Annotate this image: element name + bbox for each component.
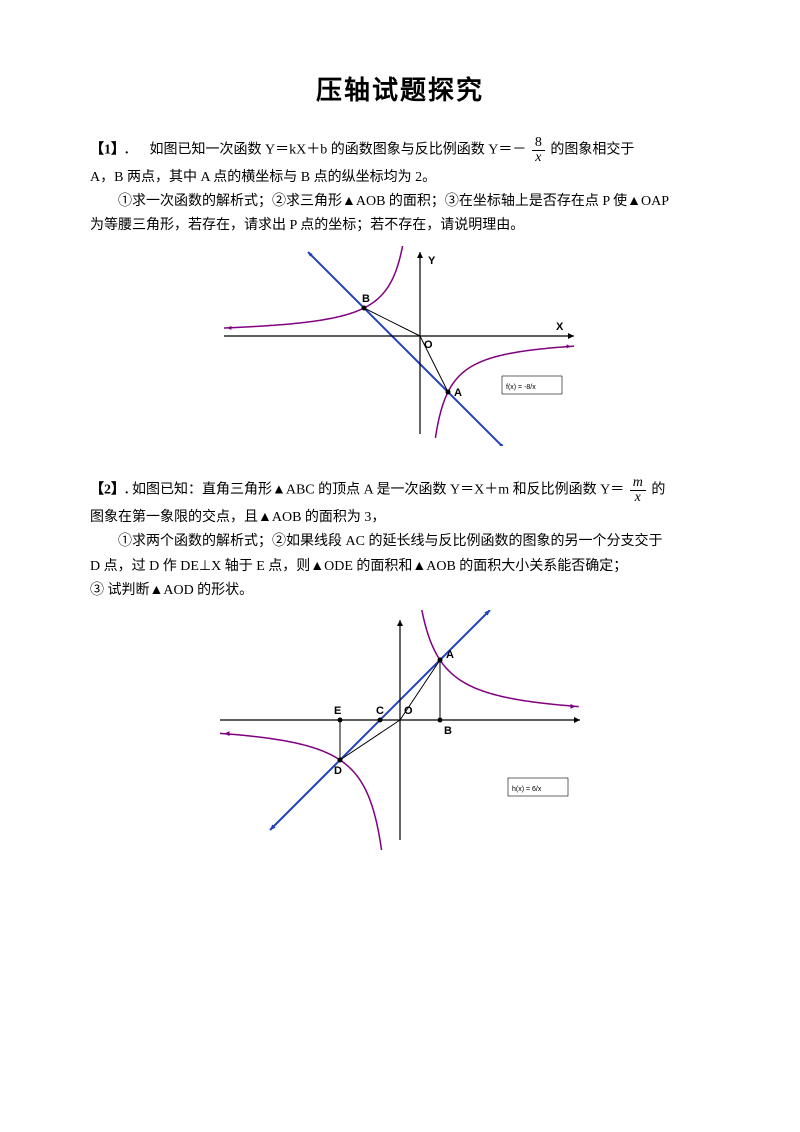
p2-frac-num: m bbox=[630, 476, 646, 491]
svg-text:D: D bbox=[334, 765, 342, 777]
p1-line1b: 的图象相交于 bbox=[550, 142, 634, 157]
svg-text:O: O bbox=[424, 339, 433, 351]
page: 压轴试题探究 【1】. 如图已知一次函数 Y＝kX＋b 的函数图象与反比例函数 … bbox=[0, 0, 800, 1132]
p1-line3: ①求一次函数的解析式；②求三角形▲AOB 的面积；③在坐标轴上是否存在点 P 使… bbox=[90, 191, 710, 213]
p2-line3: ①求两个函数的解析式；②如果线段 AC 的延长线与反比例函数的图象的另一个分支交… bbox=[90, 531, 710, 553]
svg-text:E: E bbox=[334, 705, 341, 717]
svg-text:X: X bbox=[556, 321, 564, 333]
p1-line1a: 如图已知一次函数 Y＝kX＋b 的函数图象与反比例函数 Y＝－ bbox=[150, 142, 527, 157]
chart2-wrap: A B C D E Oh(x) = 6/x bbox=[90, 610, 710, 850]
p1-line4: 为等腰三角形，若存在，请求出 P 点的坐标；若不存在，请说明理由。 bbox=[90, 215, 710, 237]
chart1: A B O X Yf(x) = -8/x bbox=[210, 246, 590, 446]
chart1-wrap: A B O X Yf(x) = -8/x bbox=[90, 246, 710, 446]
p2-frac-den: x bbox=[630, 491, 646, 505]
p2-line5: ③ 试判断▲AOD 的形状。 bbox=[90, 580, 710, 602]
p1-tag: 【1】. bbox=[90, 142, 129, 157]
svg-text:A: A bbox=[446, 649, 454, 661]
page-title: 压轴试题探究 bbox=[90, 70, 710, 112]
p2-tag: 【2】. bbox=[90, 482, 129, 497]
p2-line1a: 如图已知：直角三角形▲ABC 的顶点 A 是一次函数 Y＝X＋m 和反比例函数 … bbox=[132, 482, 624, 497]
svg-text:f(x) = -8/x: f(x) = -8/x bbox=[506, 384, 536, 391]
p2-line1b: 的 bbox=[651, 482, 665, 497]
svg-text:C: C bbox=[376, 705, 384, 717]
p2-line4: D 点，过 D 作 DE⊥X 轴于 E 点，则▲ODE 的面积和▲AOB 的面积… bbox=[90, 556, 710, 578]
svg-text:h(x) = 6/x: h(x) = 6/x bbox=[512, 786, 542, 793]
p2-frac: m x bbox=[630, 476, 646, 505]
svg-text:B: B bbox=[444, 725, 452, 737]
p2-line1: 【2】. 如图已知：直角三角形▲ABC 的顶点 A 是一次函数 Y＝X＋m 和反… bbox=[90, 476, 710, 505]
svg-text:A: A bbox=[454, 387, 462, 399]
p2-line2: 图象在第一象限的交点，且▲AOB 的面积为 3， bbox=[90, 507, 710, 529]
svg-text:O: O bbox=[404, 705, 413, 717]
p1-frac-den: x bbox=[532, 151, 545, 165]
p1-line1: 【1】. 如图已知一次函数 Y＝kX＋b 的函数图象与反比例函数 Y＝－ 8 x… bbox=[90, 136, 710, 165]
p1-frac-num: 8 bbox=[532, 136, 545, 151]
svg-text:B: B bbox=[362, 293, 370, 305]
p1-frac: 8 x bbox=[532, 136, 545, 165]
p1-line2: A，B 两点，其中 A 点的横坐标与 B 点的纵坐标均为 2。 bbox=[90, 167, 710, 189]
chart2: A B C D E Oh(x) = 6/x bbox=[200, 610, 600, 850]
svg-text:Y: Y bbox=[428, 255, 436, 267]
